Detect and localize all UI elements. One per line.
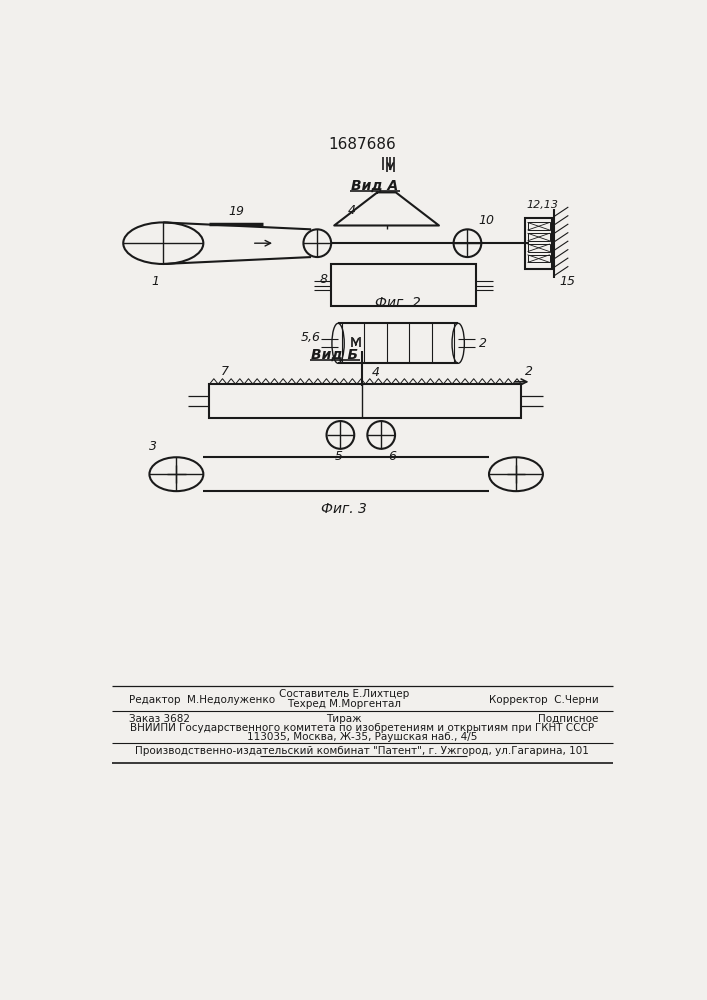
Text: 4: 4 (372, 366, 380, 379)
Text: 10: 10 (479, 214, 495, 227)
Text: 6: 6 (388, 450, 396, 463)
Bar (527, 222, 550, 230)
Text: 7: 7 (221, 365, 229, 378)
Text: 15: 15 (559, 275, 575, 288)
Bar (525, 218, 552, 269)
Text: Составитель Е.Лихтцер: Составитель Е.Лихтцер (279, 689, 409, 699)
Bar (527, 244, 550, 252)
Text: Корректор  С.Черни: Корректор С.Черни (489, 695, 598, 705)
Text: Техред М.Моргентал: Техред М.Моргентал (287, 699, 402, 709)
Text: ВНИИПИ Государственного комитета по изобретениям и открытиям при ГКНТ СССР: ВНИИПИ Государственного комитета по изоб… (130, 723, 594, 733)
Text: 2: 2 (525, 365, 533, 378)
Text: 5: 5 (335, 450, 343, 463)
Text: Редактор  М.Недолуженко: Редактор М.Недолуженко (129, 695, 275, 705)
Text: Фиг. 2: Фиг. 2 (375, 296, 421, 310)
Text: Тираж: Тираж (327, 714, 362, 724)
Text: Производственно-издательский комбинат "Патент", г. Ужгород, ул.Гагарина, 101: Производственно-издательский комбинат "П… (135, 746, 589, 756)
Text: Подписное: Подписное (538, 714, 598, 724)
Text: 113035, Москва, Ж-35, Раушская наб., 4/5: 113035, Москва, Ж-35, Раушская наб., 4/5 (247, 732, 477, 742)
Text: 4: 4 (348, 204, 356, 217)
Text: 19: 19 (228, 205, 245, 218)
Text: 12,13: 12,13 (527, 200, 559, 210)
Text: Вид Б: Вид Б (312, 348, 358, 362)
Text: 3: 3 (149, 440, 157, 453)
Bar (527, 255, 550, 262)
Text: Вид А: Вид А (351, 178, 399, 192)
Text: 5,6: 5,6 (301, 331, 321, 344)
Bar (331, 264, 476, 306)
Text: 1687686: 1687686 (328, 137, 396, 152)
Bar (209, 384, 521, 418)
Text: Фиг. 3: Фиг. 3 (321, 502, 367, 516)
Text: 8: 8 (320, 273, 327, 286)
Text: 2: 2 (479, 337, 487, 350)
Text: 1: 1 (151, 275, 160, 288)
Text: Заказ 3682: Заказ 3682 (129, 714, 189, 724)
Bar (527, 233, 550, 241)
